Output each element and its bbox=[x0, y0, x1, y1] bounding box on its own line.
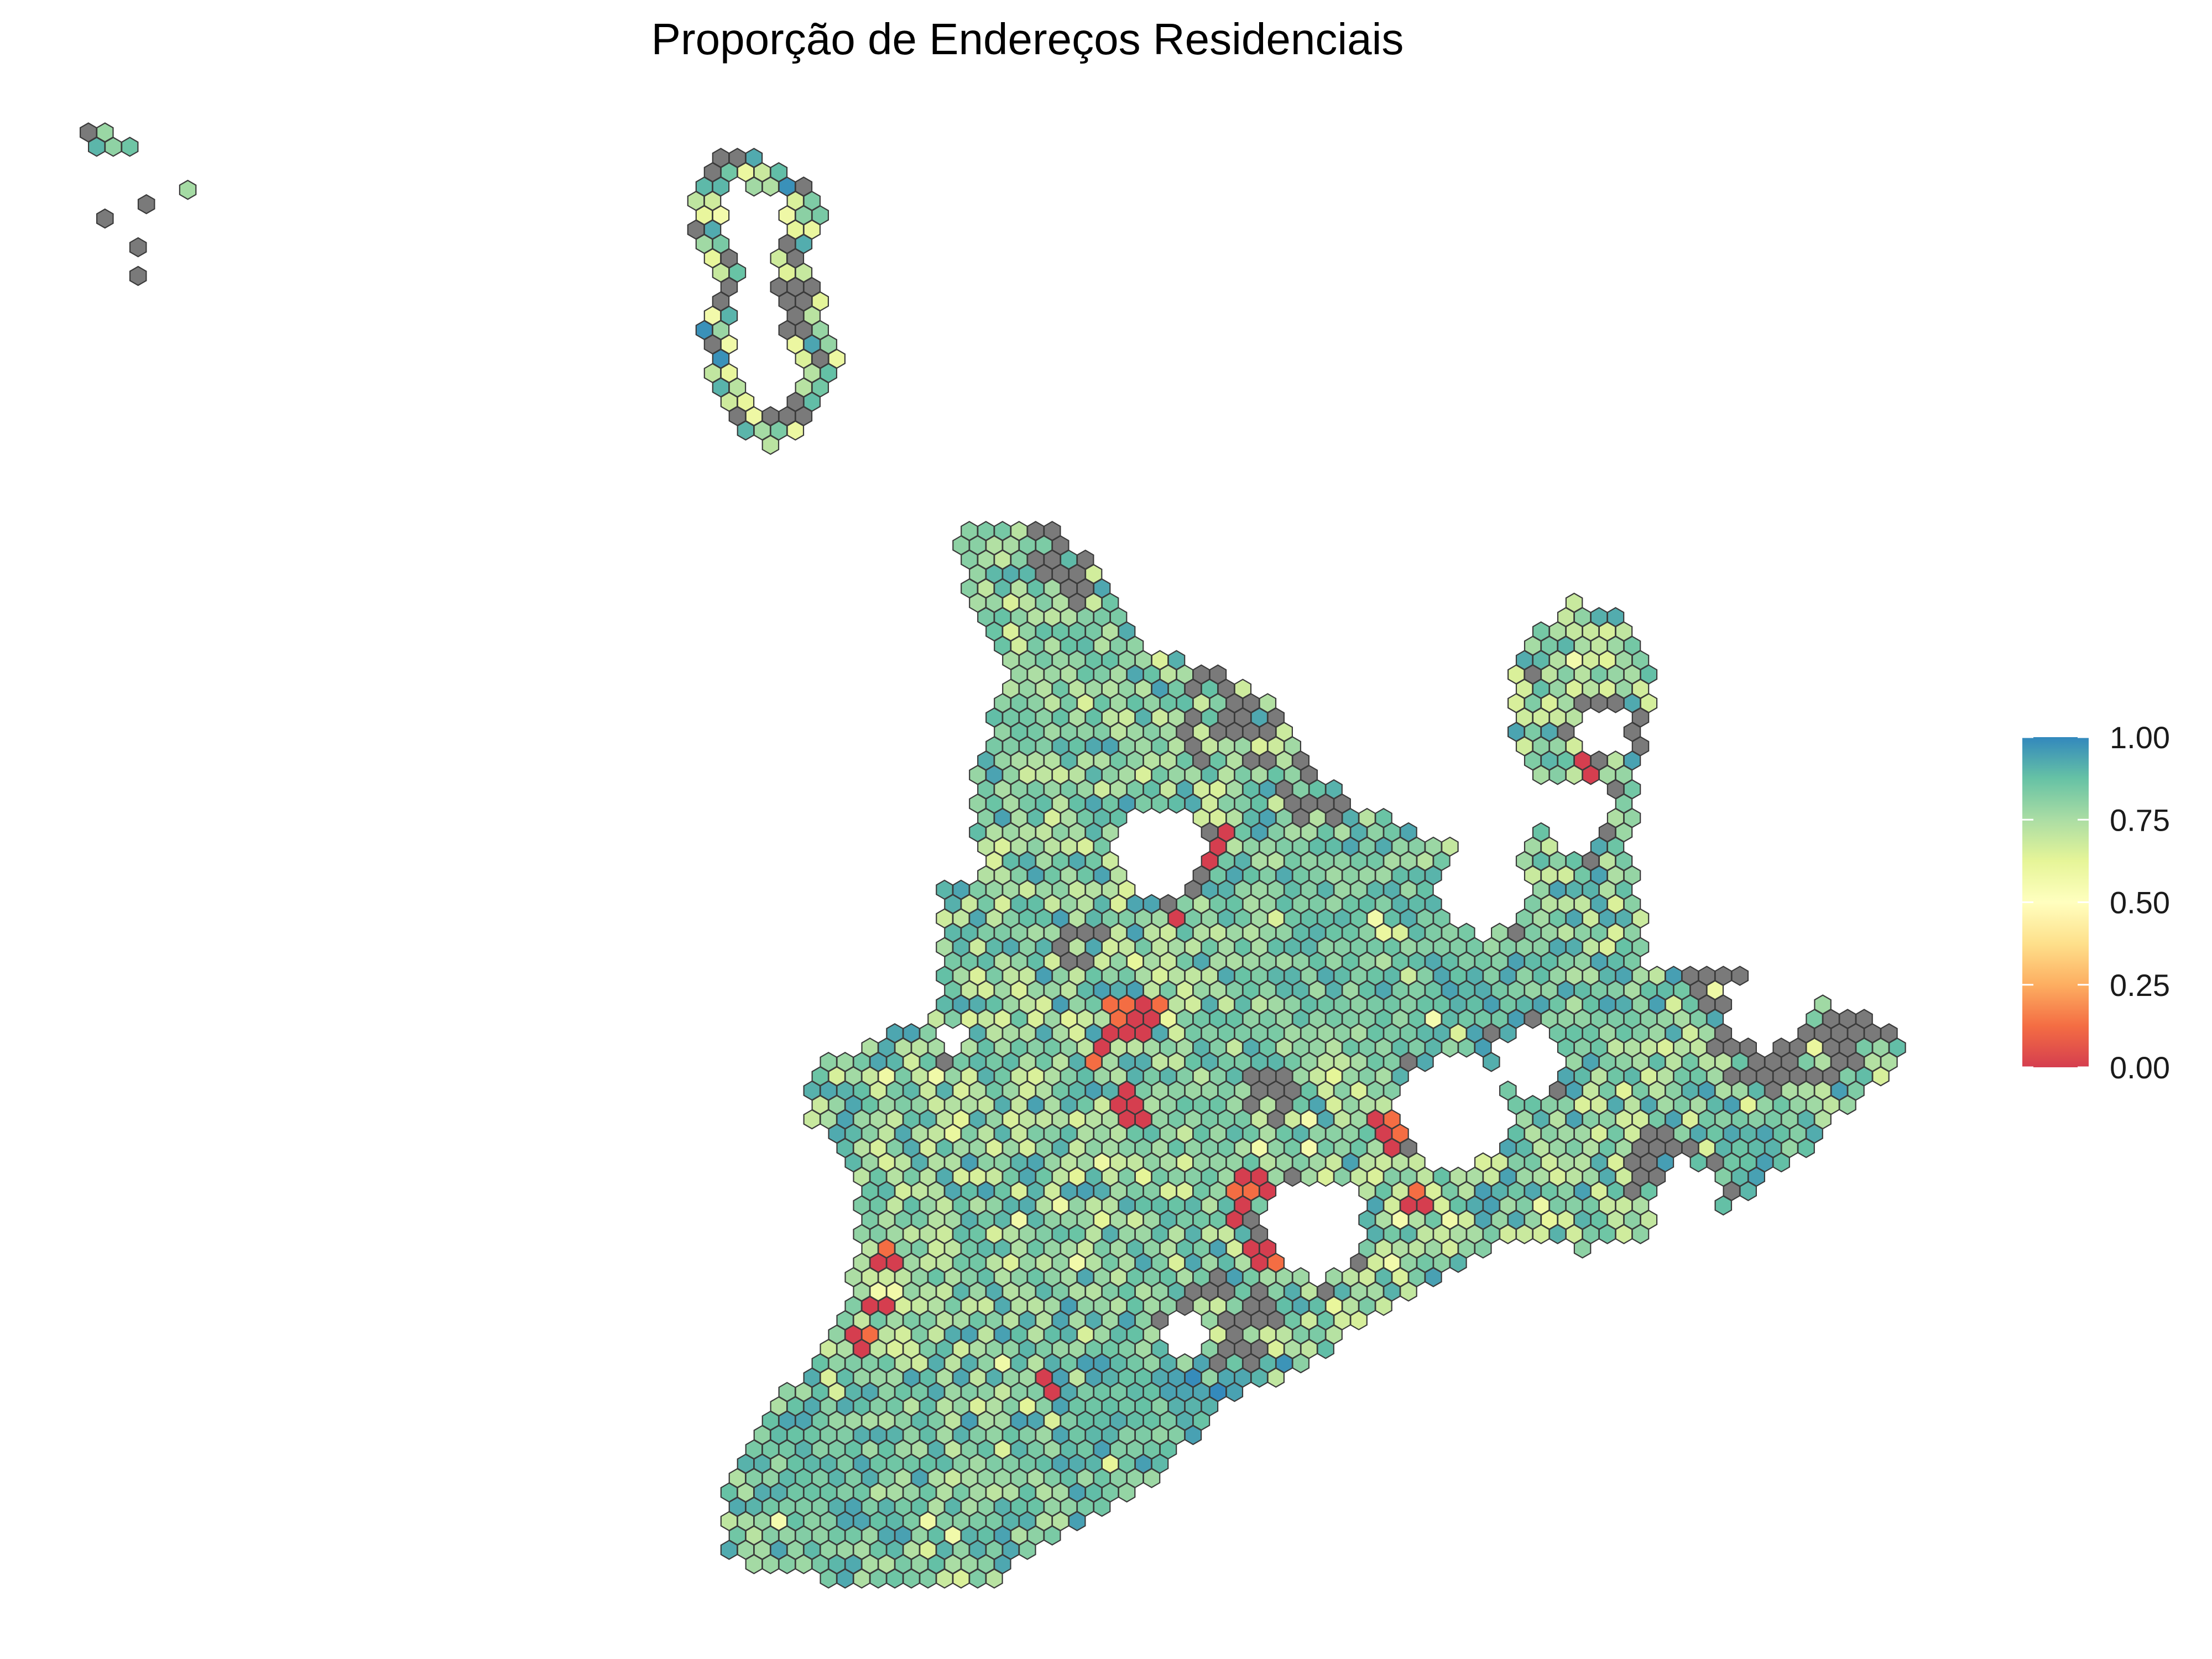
hex-cell bbox=[761, 1554, 780, 1574]
hex-cell bbox=[121, 137, 139, 157]
hex-cell bbox=[1184, 1425, 1202, 1446]
color-legend: 1.00 0.75 0.50 0.25 0.00 bbox=[2022, 720, 2170, 1085]
hex-cell bbox=[786, 420, 805, 441]
hex-cell bbox=[944, 1009, 962, 1029]
legend-ticks: 1.00 0.75 0.50 0.25 0.00 bbox=[2022, 720, 2170, 1085]
hex-cell bbox=[952, 1568, 970, 1589]
hex-cell bbox=[137, 194, 155, 215]
hex-cell bbox=[1333, 1166, 1351, 1187]
hex-cell bbox=[1548, 1224, 1567, 1244]
hex-cell bbox=[1151, 793, 1169, 814]
hex-cell bbox=[1317, 1166, 1334, 1187]
hex-cell bbox=[1582, 765, 1600, 785]
hex-cell bbox=[1739, 1181, 1757, 1202]
hex-cell bbox=[1474, 1238, 1492, 1259]
hex-cell bbox=[96, 208, 114, 229]
hex-cell bbox=[1375, 1296, 1392, 1316]
hex-cell bbox=[778, 1554, 796, 1574]
hex-cell bbox=[179, 180, 197, 200]
map-title: Proporção de Endereços Residenciais bbox=[651, 14, 1404, 64]
hex-cell bbox=[1714, 1195, 1733, 1216]
hex-cell bbox=[795, 1554, 813, 1574]
hex-cell bbox=[1515, 1224, 1533, 1244]
hex-cell bbox=[1483, 1052, 1500, 1072]
hex-cell bbox=[919, 1568, 937, 1589]
hex-cell bbox=[853, 1568, 870, 1589]
hex-cell bbox=[105, 137, 122, 157]
hex-cell bbox=[1425, 1267, 1442, 1287]
hex-cell bbox=[1176, 1296, 1194, 1316]
hex-cell bbox=[1606, 693, 1625, 713]
hex-cell bbox=[803, 1109, 821, 1130]
hex-cell bbox=[1573, 1238, 1592, 1259]
hex-cell bbox=[1532, 1224, 1550, 1244]
hex-cell bbox=[1772, 1152, 1790, 1173]
hex-cell bbox=[1068, 1511, 1086, 1531]
hex-cell bbox=[820, 1568, 837, 1589]
hex-cell bbox=[1548, 765, 1567, 785]
hex-cell bbox=[720, 1540, 738, 1560]
hex-cell bbox=[886, 1568, 904, 1589]
hex-cell bbox=[1532, 765, 1550, 785]
hex-cell bbox=[1118, 1482, 1136, 1503]
hex-cell bbox=[1300, 1166, 1318, 1187]
hex-cell bbox=[1093, 1496, 1111, 1517]
hex-cell bbox=[1458, 1037, 1475, 1058]
hex-cell bbox=[129, 265, 147, 286]
hex-cell bbox=[936, 1568, 953, 1589]
hex-cell bbox=[1615, 1224, 1633, 1244]
hex-cell bbox=[1839, 1094, 1856, 1115]
legend-tick-label: 0.25 bbox=[2110, 968, 2170, 1003]
hex-cell bbox=[1400, 1281, 1417, 1302]
hex-cell bbox=[1250, 1367, 1269, 1388]
hex-cell bbox=[985, 1568, 1003, 1589]
hex-cell bbox=[1416, 1052, 1434, 1072]
hex-cell bbox=[836, 1568, 854, 1589]
hex-cell bbox=[1731, 966, 1749, 986]
hex-cell bbox=[869, 1568, 887, 1589]
hexagon-grid bbox=[80, 122, 1906, 1589]
hex-cell bbox=[129, 237, 147, 258]
hex-cell bbox=[969, 1568, 987, 1589]
hex-cell bbox=[1167, 793, 1186, 814]
hex-cell bbox=[1267, 1367, 1285, 1388]
hex-cell bbox=[1317, 1339, 1334, 1359]
hex-cell bbox=[1499, 1023, 1517, 1044]
hex-cell bbox=[1872, 1066, 1890, 1087]
hex-cell bbox=[1225, 1381, 1244, 1402]
legend-tick-label: 0.75 bbox=[2110, 802, 2170, 837]
hex-cell bbox=[1350, 1310, 1368, 1331]
hex-cell bbox=[1284, 1166, 1301, 1187]
legend-tick-label: 0.50 bbox=[2110, 885, 2170, 920]
hex-cell bbox=[1524, 1009, 1542, 1029]
hex-cell bbox=[1598, 1224, 1616, 1244]
legend-tick-label: 1.00 bbox=[2110, 720, 2170, 755]
hex-cell bbox=[1134, 793, 1152, 814]
hex-cell bbox=[1441, 1037, 1459, 1058]
hex-cell bbox=[1449, 1253, 1467, 1273]
hex-cell bbox=[1689, 1152, 1708, 1173]
legend-tick-label: 0.00 bbox=[2110, 1050, 2170, 1085]
hex-cell bbox=[745, 1554, 763, 1574]
hex-cell bbox=[761, 435, 780, 455]
hex-cell bbox=[902, 1568, 920, 1589]
hex-cell bbox=[1044, 1525, 1061, 1546]
hex-cell bbox=[737, 420, 755, 441]
hex-cell bbox=[745, 176, 763, 197]
hex-cell bbox=[761, 176, 780, 197]
hex-cell bbox=[88, 137, 106, 157]
hex-cell bbox=[1590, 693, 1608, 713]
hex-cell bbox=[1565, 765, 1583, 785]
hex-cell bbox=[1019, 1540, 1036, 1560]
hex-cell bbox=[1797, 1138, 1815, 1159]
hex-cell bbox=[1292, 1353, 1310, 1374]
hex-cell bbox=[1142, 1468, 1161, 1489]
hex-cell bbox=[1499, 1224, 1517, 1244]
hex-cell bbox=[1631, 1224, 1650, 1244]
